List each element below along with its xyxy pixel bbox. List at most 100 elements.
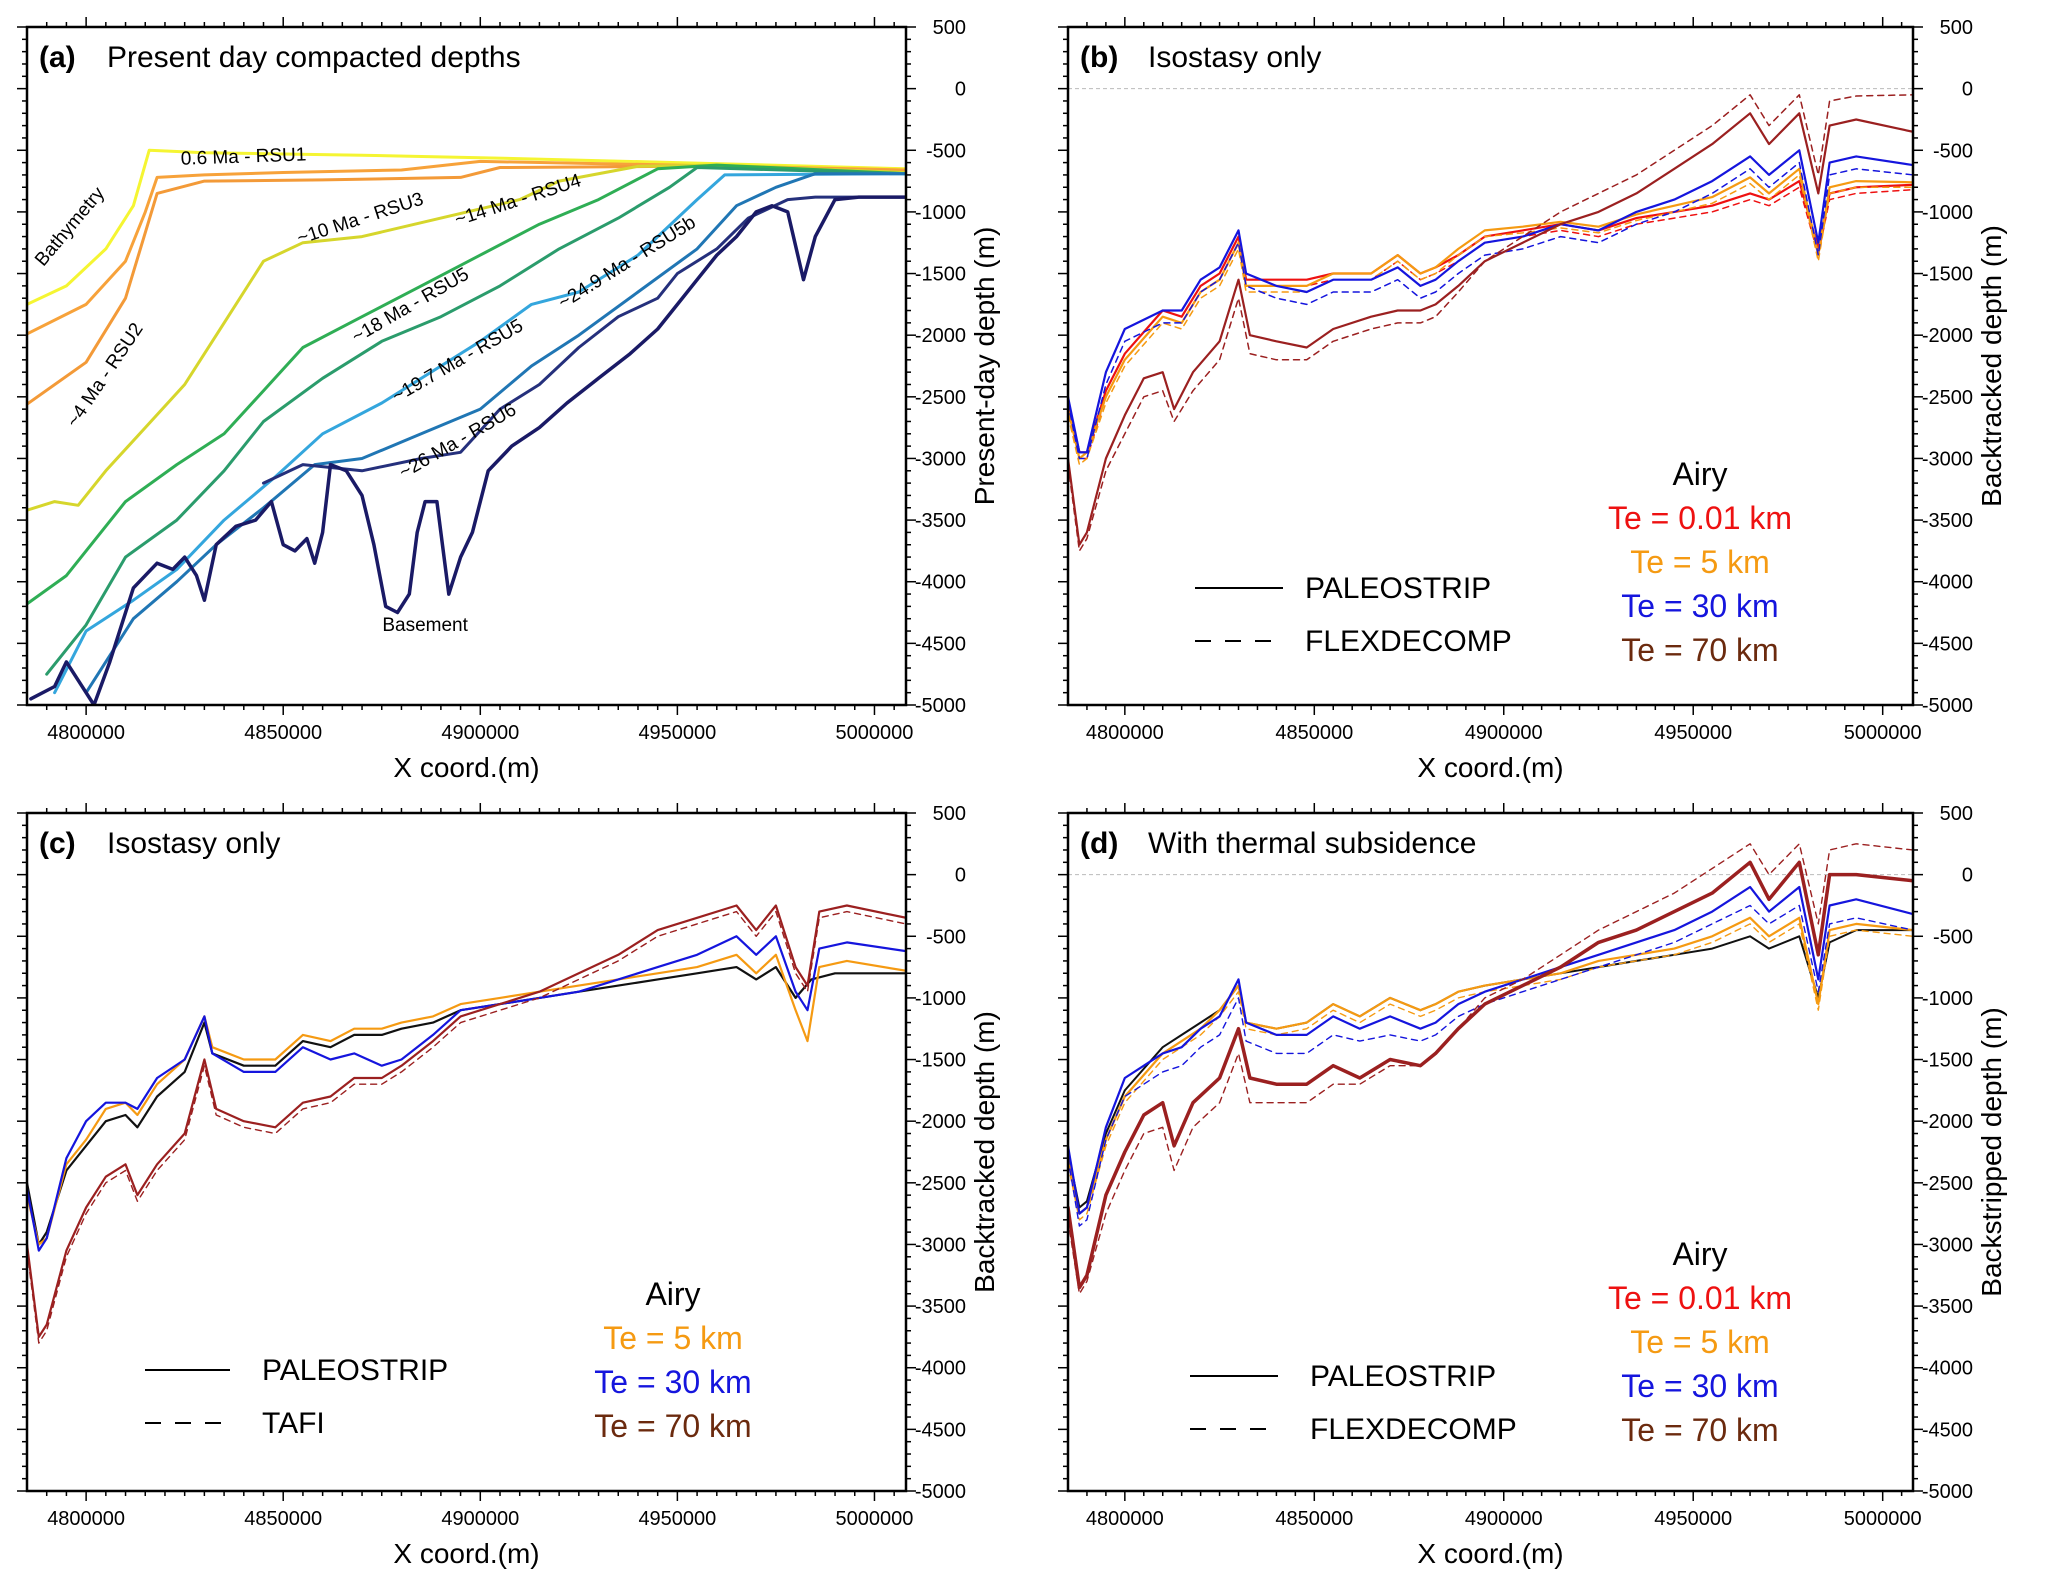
panel-label: (c): [39, 827, 76, 860]
panel-title: Present day compacted depths: [107, 41, 521, 74]
legend-style-label: FLEXDECOMP: [1310, 1413, 1517, 1446]
legend: Airy Te = 0.01 km Te = 5 km Te = 30 km Te = …: [1195, 456, 1792, 668]
x-axis-label: X coord.(m): [1417, 1538, 1563, 1569]
series-line-b-7: [1068, 94, 1913, 552]
y-tick-label: -1500: [915, 264, 966, 286]
legend-entry: Te = 30 km: [594, 1364, 751, 1400]
series-line-b-4: [1068, 149, 1913, 454]
y-tick-label: -5000: [915, 695, 966, 717]
x-axis-label: X coord.(m): [393, 752, 539, 783]
x-tick-label: 4800000: [1086, 1508, 1164, 1530]
series-line-b-6: [1068, 112, 1913, 546]
y-tick-label: -500: [926, 926, 966, 948]
y-tick-label: -5000: [1922, 1481, 1973, 1503]
series-line-c-3: [27, 904, 906, 1338]
y-tick-label: -1500: [1922, 1050, 1973, 1072]
x-tick-label: 4900000: [1465, 1508, 1543, 1530]
panel-label: (a): [39, 41, 76, 74]
y-tick-label: -2000: [915, 325, 966, 347]
y-tick-label: 0: [1962, 865, 1973, 887]
x-tick-label: 4850000: [244, 1508, 322, 1530]
x-tick-label: 4800000: [47, 1508, 125, 1530]
y-tick-label: -3000: [915, 1234, 966, 1256]
x-tick-label: 5000000: [836, 1508, 914, 1530]
y-tick-label: -500: [926, 140, 966, 162]
panel-a: 4800000 4850000 4900000 4950000 5000000 500 0 -…: [17, 17, 1000, 783]
x-tick-label: 4950000: [638, 1508, 716, 1530]
y-tick-label: -2000: [1922, 1111, 1973, 1133]
y-axis-label: Backstripped depth (m): [1976, 1007, 2007, 1296]
panel-d: 4800000 4850000 4900000 4950000 5000000 500 0 -…: [1058, 803, 2007, 1569]
x-tick-label: 4850000: [1275, 722, 1353, 744]
curve-label: ~26 Ma - RSU6: [396, 399, 520, 483]
y-tick-label: 500: [1940, 803, 1973, 825]
legend-style-label: FLEXDECOMP: [1305, 625, 1512, 658]
legend-style-label: PALEOSTRIP: [1305, 572, 1491, 605]
series-line-b-1: [1068, 186, 1913, 460]
series-line-b-5: [1068, 161, 1913, 460]
y-tick-label: -1500: [915, 1050, 966, 1072]
x-tick-label: 4850000: [244, 722, 322, 744]
y-tick-label: -3500: [915, 510, 966, 532]
x-tick-label: 4800000: [47, 722, 125, 744]
curve-label: 0.6 Ma - RSU1: [180, 144, 306, 169]
y-tick-label: -5000: [1922, 695, 1973, 717]
x-tick-label: 4900000: [441, 1508, 519, 1530]
plot-frame: [1066, 811, 1915, 1493]
y-axis-label: Backtracked depth (m): [1976, 225, 2007, 507]
y-tick-label: -3000: [915, 448, 966, 470]
y-tick-label: -4000: [915, 1358, 966, 1380]
x-axis-label: X coord.(m): [393, 1538, 539, 1569]
curve-label: Basement: [382, 615, 468, 636]
series-line-c-1: [27, 953, 906, 1246]
plot-frame: [25, 811, 908, 1493]
legend-entry: Te = 5 km: [603, 1320, 743, 1356]
y-tick-label: -4000: [1922, 572, 1973, 594]
series-group: [27, 904, 906, 1344]
y-tick-label: -2500: [1922, 387, 1973, 409]
x-axis-label: X coord.(m): [1417, 752, 1563, 783]
panel-title: Isostasy only: [107, 827, 280, 860]
y-tick-label: -2000: [915, 1111, 966, 1133]
y-tick-label: -1000: [1922, 202, 1973, 224]
y-tick-label: -500: [1933, 140, 1973, 162]
series-group: [1068, 94, 1913, 552]
plot-frame: [25, 25, 908, 707]
legend-title: Airy: [1672, 1236, 1727, 1272]
panel-c: 4800000 4850000 4900000 4950000 5000000 500 0 -…: [17, 803, 1000, 1569]
legend-entry: Te = 0.01 km: [1608, 500, 1792, 536]
y-tick-label: -3500: [915, 1296, 966, 1318]
series-line-b-2: [1068, 167, 1913, 460]
legend-style-label: TAFI: [262, 1407, 325, 1440]
x-tick-label: 5000000: [1844, 722, 1922, 744]
y-tick-label: -4500: [915, 633, 966, 655]
series-line-a-6: [53, 172, 906, 695]
curve-label: ~10 Ma - RSU3: [295, 189, 427, 250]
series-line-a-1: [27, 159, 906, 336]
legend-entry: Te = 30 km: [1621, 588, 1778, 624]
y-axis-label: Backtracked depth (m): [969, 1011, 1000, 1293]
y-tick-label: -1000: [915, 988, 966, 1010]
legend-entry: Te = 5 km: [1630, 1324, 1770, 1360]
x-tick-label: 4900000: [441, 722, 519, 744]
series-line-c-2: [27, 935, 906, 1252]
series-line-d-2: [1068, 923, 1913, 1221]
legend-entry: Te = 70 km: [1621, 1412, 1778, 1448]
legend-style-label: PALEOSTRIP: [1310, 1360, 1496, 1393]
y-tick-label: -1500: [1922, 264, 1973, 286]
y-tick-label: 0: [955, 79, 966, 101]
legend-style-label: PALEOSTRIP: [262, 1354, 448, 1387]
x-tick-label: 4950000: [1654, 1508, 1732, 1530]
series-line-b-3: [1068, 174, 1913, 466]
series-line-a-2: [27, 164, 906, 406]
curve-label: ~4 Ma - RSU2: [63, 319, 148, 431]
series-line-b-0: [1068, 180, 1913, 454]
x-tick-label: 5000000: [1844, 1508, 1922, 1530]
legend: Airy Te = 0.01 km Te = 5 km Te = 30 km Te = …: [1190, 1236, 1792, 1448]
series-group: [1068, 843, 1913, 1295]
x-tick-label: 4950000: [1654, 722, 1732, 744]
x-tick-label: 4900000: [1465, 722, 1543, 744]
legend-entry: Te = 70 km: [594, 1408, 751, 1444]
series-line-a-3: [27, 163, 906, 512]
y-tick-label: -3500: [1922, 510, 1973, 532]
